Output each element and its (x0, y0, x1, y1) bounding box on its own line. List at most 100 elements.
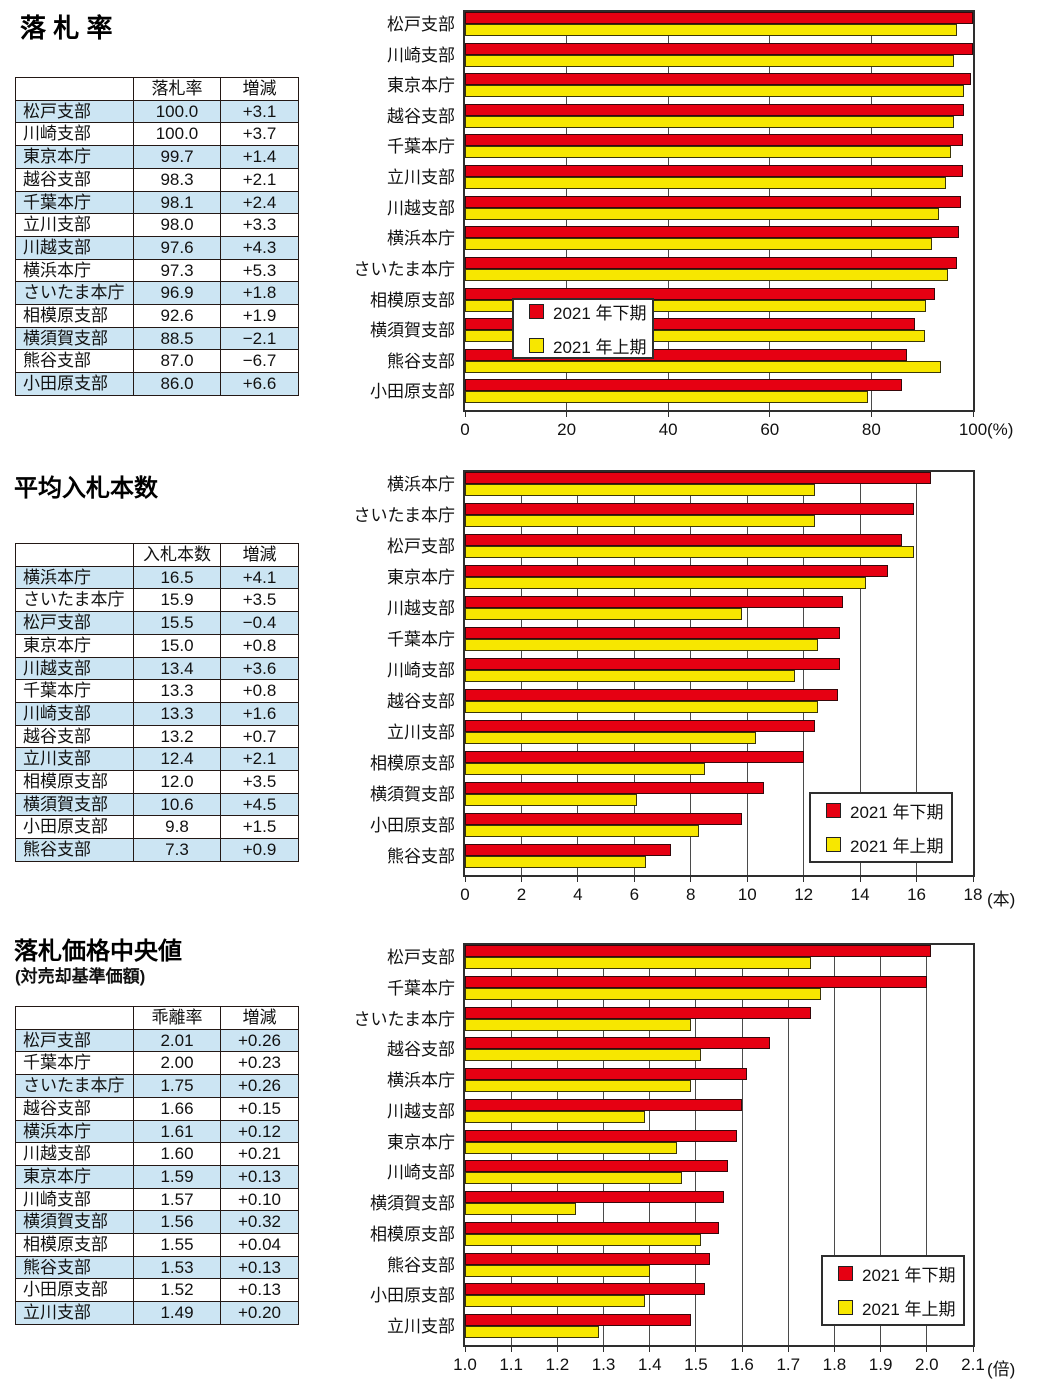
table-row: 横浜本庁 16.5 +4.1 (15, 565, 299, 590)
table-row: 川越支部 97.6 +4.3 (15, 235, 299, 260)
row-label-cell: 相模原支部 (15, 770, 134, 794)
axis-tick (577, 877, 579, 882)
table-row: 松戸支部 2.01 +0.26 (15, 1028, 299, 1053)
axis-tick-label: 80 (861, 420, 881, 439)
value-cell: 97.3 (133, 258, 221, 283)
bar-2021-first-half (465, 1080, 692, 1093)
table-row: 小田原支部 9.8 +1.5 (15, 815, 299, 840)
value-cell: +0.26 (220, 1028, 299, 1053)
median-price-table: 乖離率 増減 松戸支部 2.01 +0.26 千葉本庁 2.00 +0.23 さいたま本庁 1.7… (15, 1006, 299, 1325)
value-cell: 13.3 (133, 679, 221, 703)
bar-2021-second-half (465, 103, 965, 116)
avg-bids-table: 入札本数 増減 横浜本庁 16.5 +4.1 さいたま本庁 15.9 +3.5 松戸支部 15.5… (15, 543, 299, 862)
row-label-cell: 川越支部 (15, 235, 134, 260)
legend-swatch-lower-icon (838, 1266, 853, 1281)
value-cell: +5.3 (220, 258, 299, 283)
category-label: 松戸支部 (387, 948, 455, 967)
bar-2021-first-half (465, 484, 815, 496)
bar-2021-first-half (465, 825, 700, 837)
category-label: 横須賀支部 (370, 1194, 455, 1214)
axis-tick-label: 8 (686, 885, 696, 904)
table-row: さいたま本庁 15.9 +3.5 (15, 588, 299, 613)
value-cell: +1.5 (220, 815, 299, 840)
bar-2021-first-half (465, 1203, 576, 1216)
table-row: 松戸支部 15.5 −0.4 (15, 611, 299, 635)
table-row: 越谷支部 13.2 +0.7 (15, 724, 299, 749)
bar-2021-first-half (465, 577, 866, 589)
bar-2021-first-half (465, 856, 646, 868)
value-cell: +0.8 (220, 679, 299, 703)
value-cell: +4.3 (220, 235, 299, 260)
row-label-cell: 横須賀支部 (15, 326, 134, 351)
bar-2021-second-half (465, 1129, 738, 1142)
bar-2021-second-half (465, 1037, 770, 1050)
table-row: 立川支部 1.49 +0.20 (15, 1301, 299, 1325)
row-label-cell: 川崎支部 (15, 1187, 134, 1212)
bar-2021-second-half (465, 1283, 706, 1296)
bar-2021-first-half (465, 1018, 692, 1031)
category-label: 東京本庁 (387, 568, 455, 587)
value-cell: 100.0 (133, 99, 221, 124)
value-cell: 13.3 (133, 701, 221, 726)
value-cell: +3.6 (220, 656, 299, 681)
category-label: 千葉本庁 (387, 978, 455, 998)
row-label-cell: 東京本庁 (15, 633, 134, 658)
category-label: さいたま本庁 (353, 1009, 456, 1029)
value-cell: 15.5 (133, 611, 221, 635)
axis-tick-label: 1.4 (637, 1355, 662, 1374)
row-label-cell: 松戸支部 (15, 1028, 134, 1053)
legend-item-upper: 2021 年上期 (838, 1295, 963, 1320)
row-label-cell: 千葉本庁 (15, 1051, 134, 1076)
value-cell: +0.13 (220, 1255, 299, 1280)
value-cell: +0.15 (220, 1096, 299, 1121)
bar-2021-second-half (465, 226, 960, 239)
row-label-cell: 横須賀支部 (15, 1210, 134, 1235)
axis-tick (741, 1347, 743, 1352)
row-label-cell: 東京本庁 (15, 145, 134, 169)
axis-tick-label: 1.0 (453, 1355, 477, 1374)
value-cell: 9.8 (133, 815, 221, 840)
category-label: 横浜本庁 (387, 1071, 455, 1091)
bar-2021-first-half (465, 639, 818, 651)
value-cell: +3.1 (220, 99, 299, 124)
table-row: 越谷支部 1.66 +0.15 (15, 1096, 299, 1121)
bar-2021-first-half (465, 794, 638, 806)
value-cell: 88.5 (133, 326, 221, 351)
category-label: 川崎支部 (387, 1163, 455, 1183)
table-row: 川越支部 13.4 +3.6 (15, 656, 299, 681)
legend-item-lower: 2021 年下期 (838, 1261, 963, 1286)
table-row: 川崎支部 1.57 +0.10 (15, 1187, 299, 1212)
legend-swatch-upper-icon (838, 1300, 853, 1315)
axis-tick-label: 1.2 (545, 1355, 570, 1374)
axis-tick-label: 1.7 (776, 1355, 801, 1374)
axis-tick-label: 14 (850, 885, 870, 904)
row-label-cell: 越谷支部 (15, 167, 134, 192)
axis-tick-label: 0 (460, 885, 470, 904)
bar-2021-first-half (465, 1264, 650, 1277)
table-row: 熊谷支部 87.0 −6.7 (15, 349, 299, 374)
legend-swatch-upper-icon (529, 338, 544, 353)
bar-2021-second-half (465, 689, 838, 701)
table-row: 横須賀支部 88.5 −2.1 (15, 326, 299, 351)
legend-label-upper: 2021 年上期 (862, 1300, 956, 1319)
bar-2021-second-half (465, 751, 804, 763)
bar-2021-second-half (465, 813, 742, 825)
axis-tick-label: 6 (629, 885, 640, 904)
axis-tick-label: 1.1 (499, 1355, 523, 1374)
bar-2021-second-half (465, 1191, 724, 1204)
legend-label-lower: 2021 年下期 (862, 1266, 956, 1285)
value-cell: +0.20 (220, 1301, 299, 1325)
category-label: 千葉本庁 (387, 137, 455, 157)
value-cell: 1.66 (133, 1096, 221, 1121)
bar-2021-first-half (465, 987, 821, 1000)
bar-2021-second-half (465, 1068, 747, 1081)
value-cell: 1.52 (133, 1278, 221, 1303)
axis-tick-label: 10 (737, 885, 757, 904)
section-subtitle-median-price: (対売却基準価額) (15, 967, 146, 986)
bar-2021-second-half (465, 134, 964, 147)
value-cell: +0.10 (220, 1187, 299, 1212)
axis-tick (870, 412, 872, 417)
value-cell: +1.6 (220, 701, 299, 726)
table-row: 横須賀支部 1.56 +0.32 (15, 1210, 299, 1235)
row-label-cell: 横浜本庁 (15, 258, 134, 283)
